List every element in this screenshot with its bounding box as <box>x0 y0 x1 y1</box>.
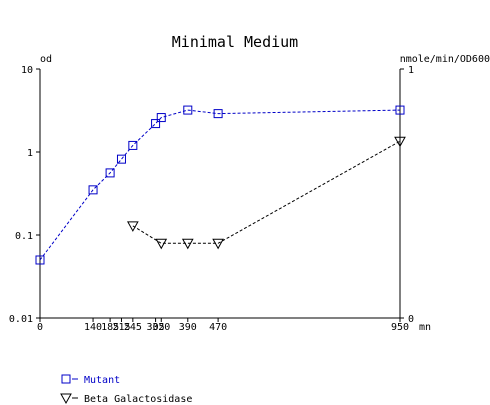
data-point-mutant <box>105 168 115 178</box>
data-point-mutant <box>151 119 161 129</box>
y-left-tick-label: 10 <box>21 65 33 76</box>
data-point-beta-galactosidase <box>126 221 139 232</box>
x-axis-label: mn <box>419 322 431 333</box>
x-tick-label: 320 <box>152 322 170 333</box>
y-left-ticks: 10 1 0.1 0.01 <box>9 65 40 325</box>
series-mutant <box>35 105 405 265</box>
data-point-mutant <box>88 185 98 195</box>
data-point-mutant <box>35 255 45 265</box>
data-point-mutant <box>156 113 166 123</box>
x-tick-label: 470 <box>209 322 227 333</box>
data-point-beta-galactosidase <box>394 136 406 148</box>
legend-item-mutant: Mutant <box>61 374 120 386</box>
series-layer <box>35 105 406 265</box>
chart-title: Minimal Medium <box>172 33 298 51</box>
y-right-tick-label: 1 <box>408 65 414 76</box>
data-point-mutant <box>183 105 193 115</box>
y-left-axis-label: od <box>40 54 52 65</box>
x-tick-label: 390 <box>179 322 197 333</box>
y-left-tick-label: 1 <box>27 148 33 159</box>
legend-item-beta-galactosidase: Beta Galactosidase <box>60 393 192 405</box>
y-left-tick-label: 0.1 <box>15 231 33 242</box>
series-beta-galactosidase <box>126 136 406 250</box>
legend-label-beta-galactosidase: Beta Galactosidase <box>84 394 192 405</box>
series-line-beta-galactosidase <box>132 140 401 244</box>
data-point-beta-galactosidase <box>155 238 168 250</box>
x-tick-label: 140 <box>84 322 102 333</box>
y-right-axis-label: nmole/min/OD600 <box>400 54 490 65</box>
data-point-mutant <box>128 140 138 150</box>
data-point-beta-galactosidase <box>212 238 224 250</box>
data-point-beta-galactosidase <box>181 238 194 250</box>
x-tick-label: 305 <box>147 322 165 333</box>
x-tick-label: 185 <box>101 322 119 333</box>
y-right-ticks: 10 <box>400 65 414 325</box>
x-tick-label: 215 <box>112 322 130 333</box>
x-tick-label: 245 <box>124 322 142 333</box>
series-line-mutant <box>39 109 401 261</box>
x-tick-label: 0 <box>37 322 43 333</box>
data-point-mutant <box>116 154 126 164</box>
legend: Mutant Beta Galactosidase <box>60 374 192 405</box>
data-point-mutant <box>213 109 223 119</box>
x-tick-label: 950 <box>391 322 409 333</box>
data-point-mutant <box>395 105 405 115</box>
legend-label-mutant: Mutant <box>84 375 120 386</box>
y-right-tick-label: 0 <box>408 314 414 325</box>
y-left-tick-label: 0.01 <box>9 314 33 325</box>
legend-marker-mutant <box>61 374 71 384</box>
legend-marker-beta-galactosidase <box>60 393 72 405</box>
